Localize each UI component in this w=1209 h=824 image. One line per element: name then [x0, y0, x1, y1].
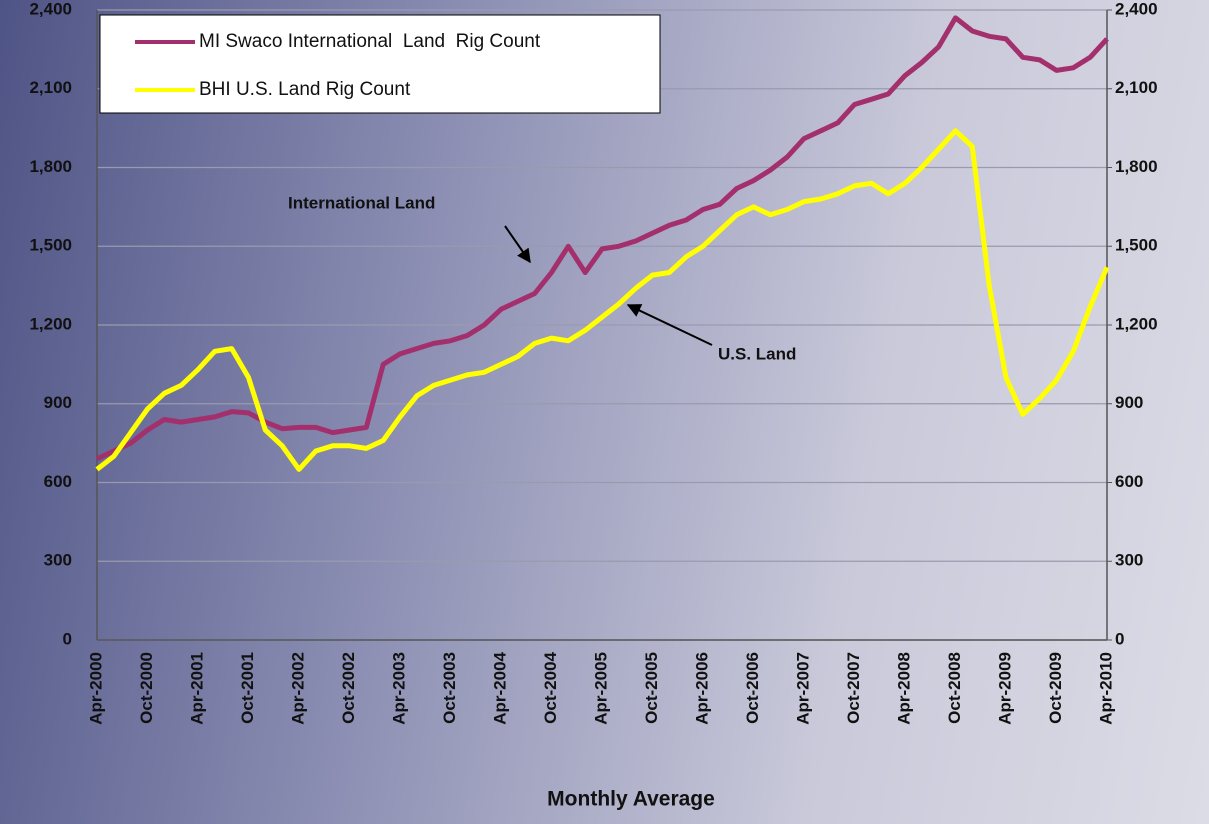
x-tick-label: Apr-2002	[288, 652, 307, 725]
y2-tick-label: 0	[1115, 629, 1124, 648]
y2-tick-label: 1,800	[1115, 157, 1158, 176]
annotation: U.S. Land	[718, 344, 796, 363]
x-tick-label: Oct-2001	[238, 652, 257, 724]
y-tick-label: 600	[44, 472, 72, 491]
annotation-arrow	[505, 226, 530, 262]
x-tick-label: Apr-2003	[389, 652, 408, 725]
y2-tick-label: 1,200	[1115, 314, 1158, 333]
annotation: International Land	[288, 193, 435, 212]
y-tick-label: 1,200	[29, 314, 72, 333]
y2-tick-label: 900	[1115, 393, 1143, 412]
x-tick-label: Apr-2006	[692, 652, 711, 725]
x-tick-label: Oct-2003	[440, 652, 459, 724]
x-tick-label: Oct-2004	[541, 651, 560, 723]
legend-label: BHI U.S. Land Rig Count	[199, 79, 411, 100]
x-tick-label: Oct-2007	[844, 652, 863, 724]
x-tick-label: Oct-2009	[1046, 652, 1065, 724]
x-tick-label: Oct-2002	[339, 652, 358, 724]
y-tick-label: 300	[44, 551, 72, 570]
x-tick-label: Apr-2000	[86, 652, 105, 725]
x-tick-label: Apr-2001	[187, 652, 206, 725]
y-tick-label: 1,800	[29, 157, 72, 176]
y-tick-label: 0	[63, 629, 72, 648]
y2-tick-label: 300	[1115, 551, 1143, 570]
y2-tick-label: 2,400	[1115, 0, 1158, 18]
x-tick-label: Apr-2009	[995, 652, 1014, 725]
x-axis-title: Monthly Average	[547, 788, 715, 811]
y-tick-label: 900	[44, 393, 72, 412]
x-tick-label: Apr-2004	[490, 651, 509, 724]
x-tick-label: Oct-2008	[945, 652, 964, 724]
y2-tick-label: 2,100	[1115, 78, 1158, 97]
y-tick-label: 1,500	[29, 236, 72, 255]
y-tick-label: 2,100	[29, 78, 72, 97]
x-tick-label: Apr-2008	[894, 652, 913, 725]
x-tick-label: Oct-2005	[642, 652, 661, 724]
chart: Monthly Average International Land U.S. …	[0, 0, 1209, 824]
x-tick-label: Oct-2000	[137, 652, 156, 724]
series-line	[97, 131, 1107, 470]
x-tick-label: Apr-2010	[1096, 652, 1115, 725]
legend-label: MI Swaco International Land Rig Count	[199, 31, 541, 52]
y2-tick-label: 600	[1115, 472, 1143, 491]
x-tick-label: Apr-2007	[793, 652, 812, 725]
x-tick-label: Apr-2005	[591, 652, 610, 725]
y-tick-label: 2,400	[29, 0, 72, 18]
x-tick-label: Oct-2006	[743, 652, 762, 724]
y2-tick-label: 1,500	[1115, 236, 1158, 255]
